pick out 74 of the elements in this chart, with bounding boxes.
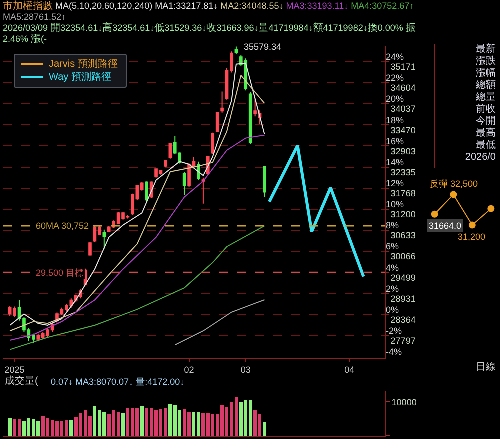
- text: MA4:30752.67↑: [351, 1, 414, 11]
- bar: [254, 410, 258, 436]
- y-tick-label: 35171: [390, 62, 416, 72]
- ref-line-label: 29,500 目標: [36, 268, 84, 278]
- y-tick-label: 28931: [390, 294, 416, 304]
- text: 漲跌: [476, 56, 496, 67]
- y-tick-label: 32335: [390, 167, 416, 178]
- bar: [122, 413, 125, 436]
- point: [488, 205, 495, 212]
- point: [431, 210, 438, 218]
- y-tick-label: 33470: [390, 125, 416, 136]
- chart-subtitle: MA(5,10,20,60,120,240): [56, 1, 153, 11]
- y2-tick-label: 20%: [386, 94, 404, 104]
- y-tick-label: 30633: [390, 230, 416, 241]
- y2-tick-label: 18%: [386, 115, 404, 126]
- text: MA3:33193.11↓: [286, 1, 349, 11]
- y-tick-label: 30066: [390, 252, 416, 262]
- y2-tick-label: 22%: [386, 73, 404, 84]
- bar: [140, 406, 144, 436]
- x-tick-label: 02: [184, 364, 194, 375]
- y2-tick-label: 2%: [386, 284, 400, 294]
- text: 2026/03/09 開32354.61↓高32354.61↓低31529.36↓收31663.96↓量41719984↓額41719982↓換0.00% 振2.46% 漲(-: [3, 23, 416, 45]
- data-label: 反彈 32,500: [430, 179, 478, 189]
- y2-tick-label: 12%: [386, 178, 404, 188]
- text: 今開: [476, 116, 496, 127]
- text: MA5:28761.52↑: [3, 12, 66, 22]
- y-tick-label: 29499: [390, 272, 416, 283]
- x-tick-label: 2025: [4, 364, 25, 375]
- text: 前收: [476, 104, 496, 115]
- y2-tick-label: 6%: [386, 242, 400, 252]
- chart-title: 市加權指數: [3, 1, 53, 12]
- text: MA2:34048.55↓: [220, 1, 284, 11]
- y-tick-label: 31200: [390, 210, 416, 220]
- y2-tick-label: 0%: [386, 304, 400, 315]
- y-tick-label: 32903: [390, 146, 416, 156]
- text: 最新: [476, 44, 496, 55]
- y-tick-label: 34604: [390, 83, 416, 94]
- y2-tick-label: -4%: [386, 347, 402, 358]
- y-tick-label: 34037: [390, 104, 416, 114]
- y-tick-label: 28364: [390, 314, 416, 325]
- text: 2026/0: [464, 152, 496, 164]
- y2-tick-label: -2%: [386, 326, 402, 336]
- text: Jarvis 預測路徑: [49, 59, 118, 70]
- y-tick-label: 27797: [390, 336, 416, 346]
- text: 最高: [476, 128, 496, 139]
- x-tick-label: 04: [344, 364, 355, 375]
- y-tick-label: 10000: [392, 397, 417, 408]
- text: 總額: [476, 80, 496, 91]
- y2-tick-label: 14%: [386, 157, 404, 168]
- text: 總量: [476, 92, 496, 103]
- data-label: 31664.0: [429, 221, 462, 231]
- text: 0.07↓ MA3:8070.07↓ 量:4172.00↓: [51, 377, 185, 387]
- data-label: 31,200: [458, 232, 486, 242]
- y2-tick-label: 16%: [386, 136, 404, 146]
- text: 最低: [476, 140, 496, 151]
- y-tick-label: 31768: [390, 188, 416, 198]
- point: [450, 191, 458, 198]
- point: [468, 222, 476, 229]
- text: 日線: [476, 362, 496, 373]
- y2-tick-label: 24%: [386, 52, 404, 62]
- text: 漲幅: [476, 68, 496, 79]
- ref-line-label: 60MA 30,752: [36, 221, 90, 231]
- bar: [70, 420, 74, 436]
- y2-tick-label: 8%: [386, 220, 400, 231]
- chart-title: 成交量(: [5, 375, 39, 387]
- annotation: 35579.34: [244, 42, 282, 52]
- y2-tick-label: 4%: [386, 262, 400, 273]
- y2-tick-label: 10%: [386, 200, 404, 210]
- bar: [64, 420, 68, 436]
- x-tick-label: 03: [240, 364, 251, 375]
- bar: [8, 418, 12, 436]
- bar: [263, 422, 266, 436]
- text: MA1:33217.81↓: [155, 1, 218, 11]
- legend-label: Way 預測路徑: [49, 72, 112, 83]
